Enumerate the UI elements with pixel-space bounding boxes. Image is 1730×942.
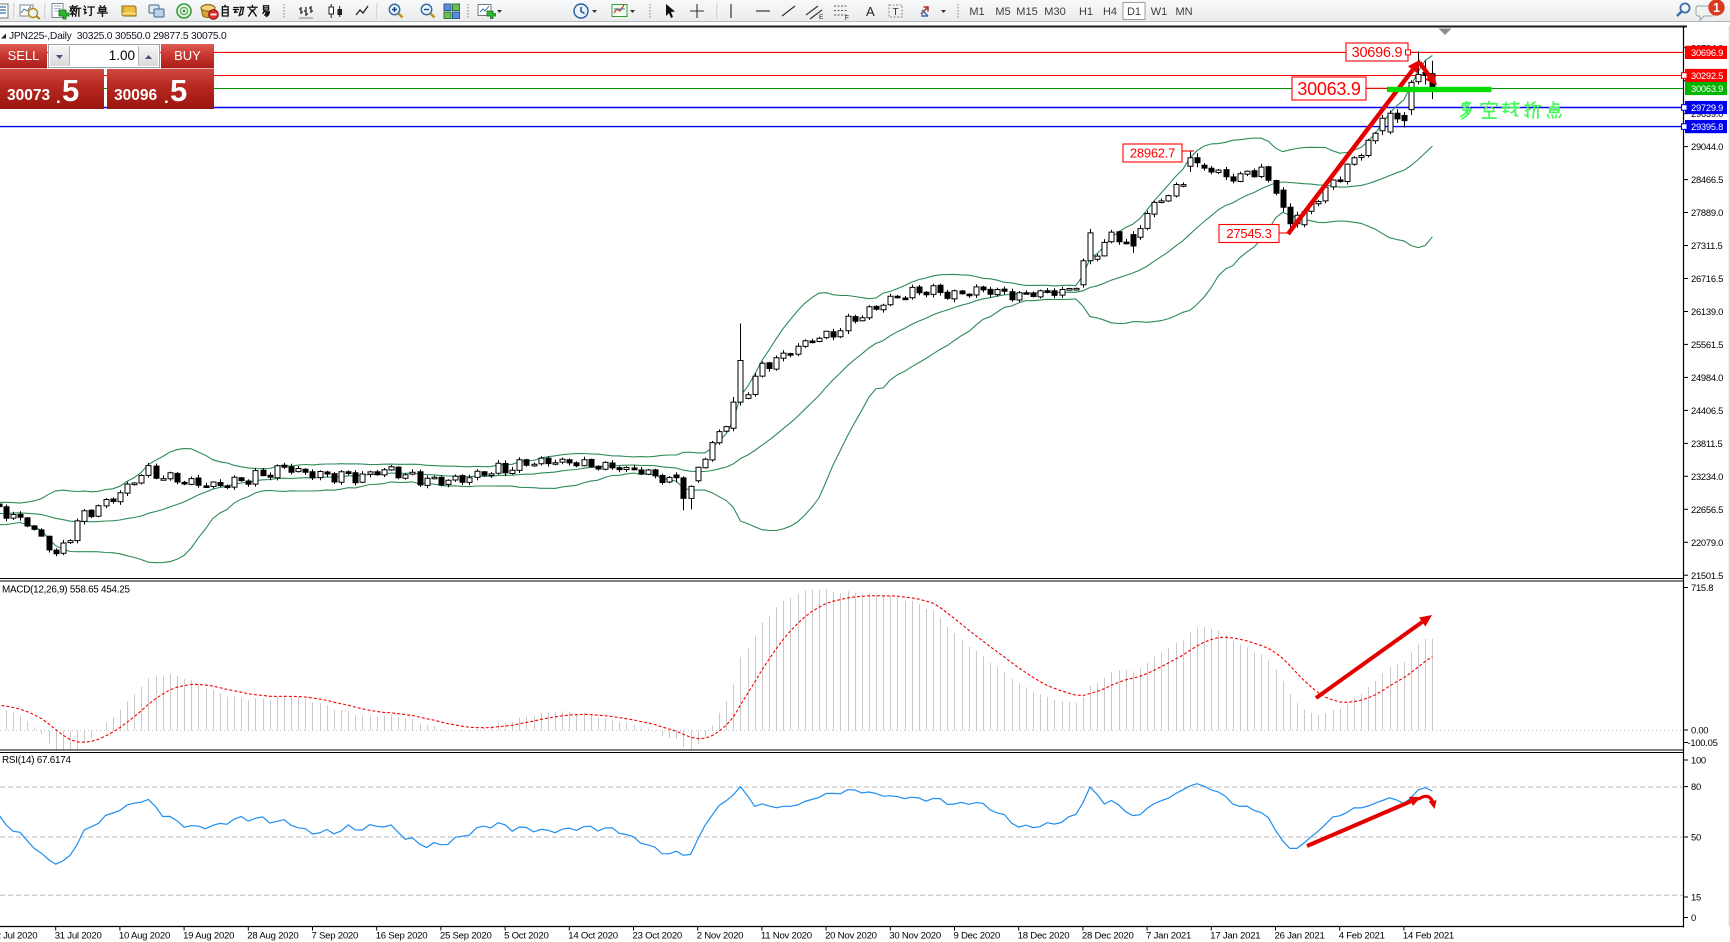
svg-text:16 Sep 2020: 16 Sep 2020 [376, 931, 428, 942]
svg-text:25 Sep 2020: 25 Sep 2020 [440, 931, 492, 942]
svg-text:23234.0: 23234.0 [1691, 471, 1723, 482]
svg-text:20 Nov 2020: 20 Nov 2020 [825, 931, 877, 942]
svg-text:23811.5: 23811.5 [1691, 438, 1722, 449]
svg-text:29729.9: 29729.9 [1691, 102, 1723, 113]
svg-text:27889.0: 27889.0 [1691, 207, 1723, 218]
svg-text:H4: H4 [1103, 6, 1117, 18]
svg-text:100: 100 [1691, 755, 1706, 766]
svg-text:W1: W1 [1151, 6, 1168, 18]
svg-text:28 Dec 2020: 28 Dec 2020 [1082, 931, 1134, 942]
svg-text:28 Aug 2020: 28 Aug 2020 [247, 931, 298, 942]
svg-text:14 Oct 2020: 14 Oct 2020 [568, 931, 618, 942]
svg-text:26139.0: 26139.0 [1691, 306, 1723, 317]
svg-text:1: 1 [1713, 1, 1720, 15]
svg-text:MACD(12,26,9) 558.65 454.25: MACD(12,26,9) 558.65 454.25 [2, 585, 131, 596]
svg-text:715.8: 715.8 [1691, 582, 1713, 593]
svg-text:30063.9: 30063.9 [1297, 79, 1361, 99]
svg-text:10 Aug 2020: 10 Aug 2020 [119, 931, 170, 942]
svg-text:E: E [819, 14, 824, 21]
svg-text:11 Nov 2020: 11 Nov 2020 [761, 931, 812, 942]
svg-text:25561.5: 25561.5 [1691, 339, 1723, 350]
svg-text:29395.8: 29395.8 [1691, 121, 1723, 132]
svg-text:RSI(14) 67.6174: RSI(14) 67.6174 [2, 755, 71, 766]
svg-text:M1: M1 [969, 6, 984, 18]
svg-text:M15: M15 [1016, 6, 1037, 18]
svg-text:29044.0: 29044.0 [1691, 141, 1723, 152]
svg-text:27311.5: 27311.5 [1691, 240, 1722, 251]
svg-text:27545.3: 27545.3 [1226, 226, 1271, 241]
svg-text:MN: MN [1175, 6, 1192, 18]
svg-text:22079.0: 22079.0 [1691, 537, 1723, 548]
svg-text:30292.5: 30292.5 [1691, 70, 1723, 81]
svg-text:5 Oct 2020: 5 Oct 2020 [504, 931, 548, 942]
svg-text:0.00: 0.00 [1691, 725, 1708, 736]
svg-text:22656.5: 22656.5 [1691, 504, 1723, 515]
svg-text:H1: H1 [1079, 6, 1093, 18]
svg-text:30063.9: 30063.9 [1691, 83, 1723, 94]
svg-text:17 Jan 2021: 17 Jan 2021 [1210, 931, 1260, 942]
svg-text:9 Dec 2020: 9 Dec 2020 [954, 931, 1001, 942]
svg-text:80: 80 [1691, 781, 1701, 792]
svg-text:30696.9: 30696.9 [1691, 47, 1723, 58]
svg-text:0: 0 [1691, 912, 1696, 923]
svg-text:T: T [893, 7, 899, 18]
svg-text:30696.9: 30696.9 [1352, 45, 1403, 61]
svg-text:50: 50 [1691, 832, 1701, 843]
svg-text:A: A [866, 4, 875, 19]
svg-text:24984.0: 24984.0 [1691, 372, 1723, 383]
svg-text:28962.7: 28962.7 [1130, 146, 1175, 161]
svg-text:F: F [845, 15, 849, 22]
svg-text:7 Sep 2020: 7 Sep 2020 [312, 931, 359, 942]
svg-text:M30: M30 [1044, 6, 1065, 18]
svg-text:26716.5: 26716.5 [1691, 273, 1723, 284]
svg-text:2 Nov 2020: 2 Nov 2020 [697, 931, 744, 942]
svg-text:28466.5: 28466.5 [1691, 174, 1723, 185]
svg-text:18 Dec 2020: 18 Dec 2020 [1018, 931, 1070, 942]
svg-text:30 Nov 2020: 30 Nov 2020 [889, 931, 941, 942]
svg-text:23 Oct 2020: 23 Oct 2020 [633, 931, 683, 942]
svg-text:24406.5: 24406.5 [1691, 405, 1723, 416]
svg-text:4 Feb 2021: 4 Feb 2021 [1339, 931, 1385, 942]
svg-text:19 Aug 2020: 19 Aug 2020 [183, 931, 234, 942]
svg-text:26 Jan 2021: 26 Jan 2021 [1275, 931, 1325, 942]
svg-text:7 Jan 2021: 7 Jan 2021 [1146, 931, 1191, 942]
svg-text:M5: M5 [995, 6, 1010, 18]
svg-text:22 Jul 2020: 22 Jul 2020 [0, 931, 37, 942]
svg-text:15: 15 [1691, 892, 1701, 903]
svg-text:-100.05: -100.05 [1688, 737, 1718, 748]
svg-text:21501.5: 21501.5 [1691, 570, 1723, 581]
svg-text:JPN225-,Daily 30325.0 30550.0: JPN225-,Daily 30325.0 30550.0 29877.5 30… [9, 31, 227, 42]
svg-text:14 Feb 2021: 14 Feb 2021 [1403, 931, 1454, 942]
svg-text:31 Jul 2020: 31 Jul 2020 [55, 931, 102, 942]
svg-text:D1: D1 [1127, 6, 1141, 18]
